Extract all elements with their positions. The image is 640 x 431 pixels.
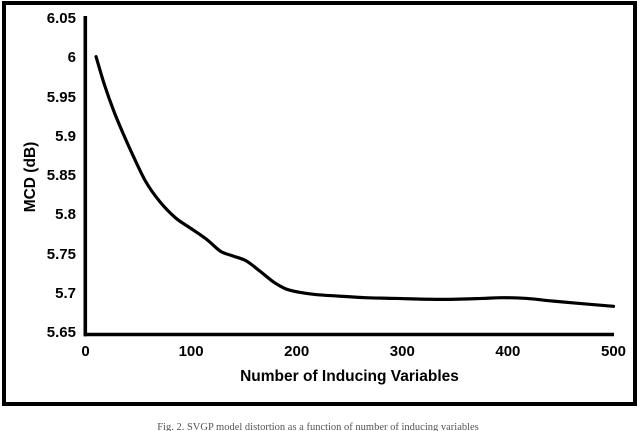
y-tick-label: 6.05 bbox=[46, 10, 76, 27]
x-tick-label: 400 bbox=[495, 343, 521, 360]
y-tick-label: 5.85 bbox=[46, 167, 76, 184]
y-tick-label: 5.75 bbox=[46, 245, 76, 263]
x-tick-label: 100 bbox=[178, 343, 204, 360]
y-tick-label: 5.7 bbox=[55, 284, 76, 302]
y-tick-label: 5.65 bbox=[46, 324, 76, 341]
mcd-curve bbox=[94, 55, 616, 308]
figure-border bbox=[2, 1, 637, 406]
y-tick-label: 5.8 bbox=[55, 206, 76, 224]
y-tick-label: 5.9 bbox=[55, 127, 76, 145]
x-tick-label: 200 bbox=[284, 343, 310, 360]
y-tick-label: 5.95 bbox=[46, 88, 76, 106]
x-tick-label: 0 bbox=[81, 343, 90, 360]
y-tick-label: 6 bbox=[67, 49, 76, 67]
y-axis-title: MCD (dB) bbox=[22, 141, 39, 213]
figure-caption: Fig. 2. SVGP model distortion as a funct… bbox=[157, 422, 479, 431]
x-tick-label: 300 bbox=[389, 343, 415, 360]
x-tick-label: 500 bbox=[600, 343, 627, 360]
x-axis-title: Number of Inducing Variables bbox=[240, 368, 459, 385]
